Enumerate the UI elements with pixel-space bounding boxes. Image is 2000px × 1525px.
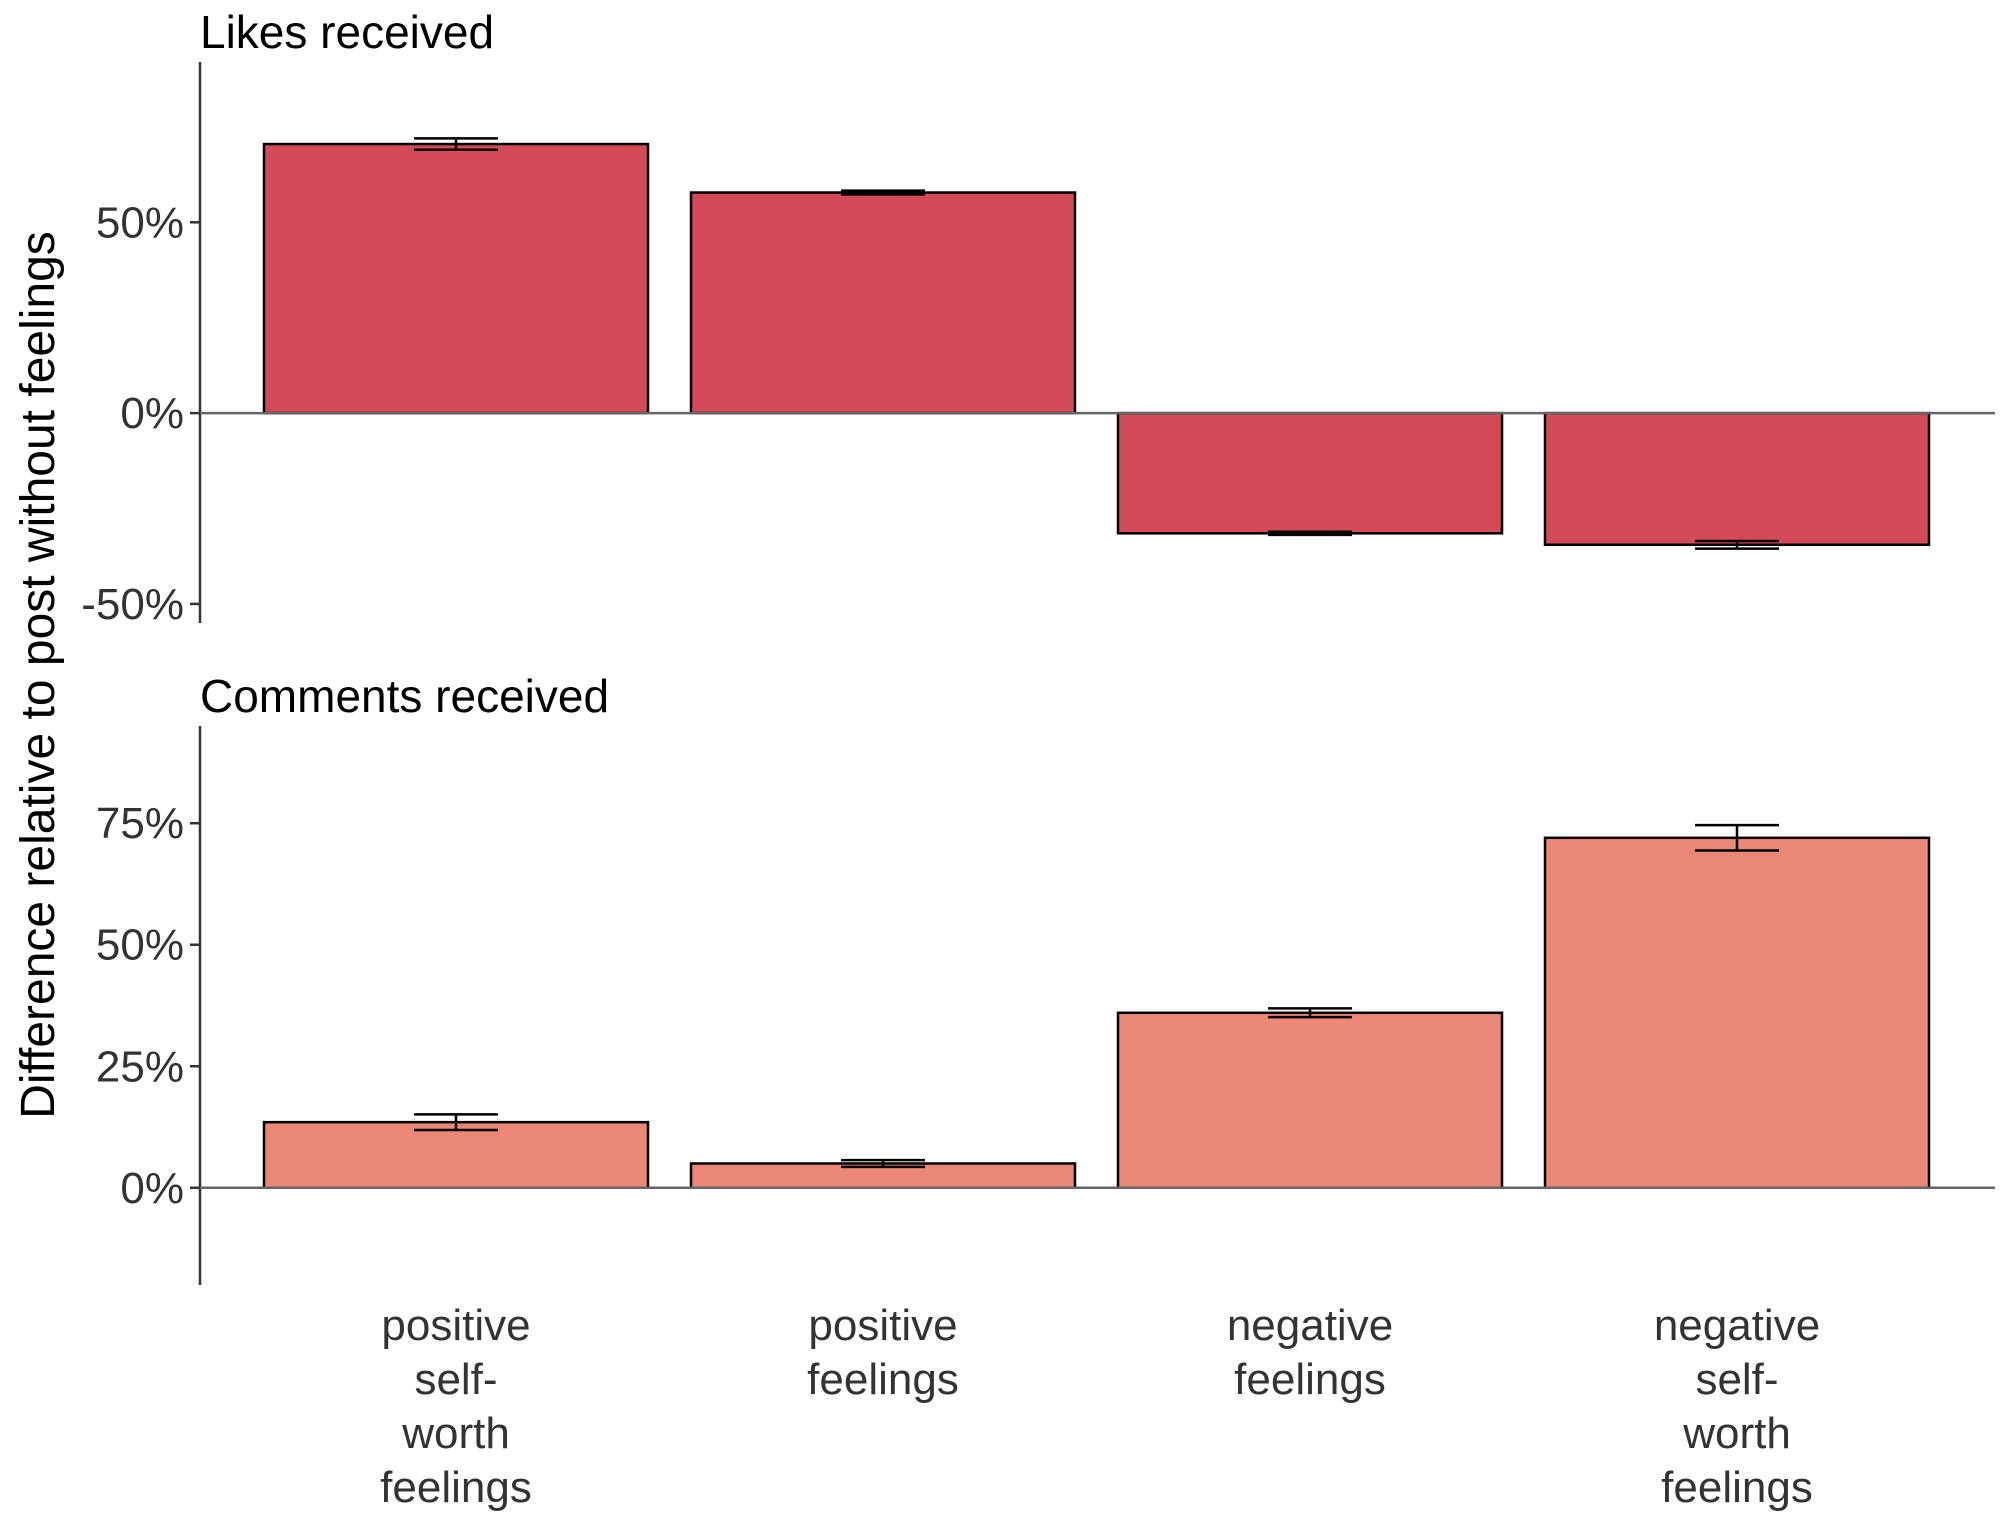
error-bar (841, 1158, 925, 1169)
x-tick-label-line: positive (808, 1301, 957, 1350)
y-tick-label: 0% (120, 389, 184, 438)
error-bar (1268, 530, 1352, 537)
bar (689, 191, 1077, 415)
x-tick-label-line: negative (1227, 1301, 1393, 1350)
y-tick-label: 75% (96, 799, 184, 848)
bar (262, 1120, 650, 1190)
error-bar (414, 137, 498, 152)
x-tick-label-line: feelings (1234, 1355, 1386, 1404)
panel-likes: Likes received -50% 0% 50% (81, 6, 1995, 629)
x-axis-labels: positive self-worth feelings positive feelin… (380, 1301, 1820, 1512)
x-tick-label-line: self- (414, 1355, 497, 1404)
x-tick-label: positive feelings (807, 1301, 959, 1404)
x-tick-label: positive self-worth feelings (380, 1301, 532, 1512)
panel-title: Comments received (200, 670, 609, 722)
bar (1543, 411, 1931, 547)
error-bar (841, 189, 925, 196)
x-tick-label-line: worth (1682, 1409, 1791, 1458)
y-axis-title: Difference relative to post without feel… (12, 231, 65, 1119)
y-tick-label: 50% (96, 198, 184, 247)
x-tick-label-line: positive (381, 1301, 530, 1350)
x-tick-label-line: feelings (807, 1355, 959, 1404)
panel-comments: Comments received 0% 25% 50% 75% (96, 670, 1995, 1285)
bar (262, 142, 650, 415)
error-bar (1695, 823, 1779, 852)
error-bar (1268, 1007, 1352, 1019)
error-bar (414, 1113, 498, 1132)
panel-title: Likes received (200, 6, 494, 58)
y-tick-label: 25% (96, 1042, 184, 1091)
x-tick-label: negative feelings (1227, 1301, 1393, 1404)
x-tick-label-line: feelings (1661, 1463, 1813, 1512)
x-tick-label-line: negative (1654, 1301, 1820, 1350)
error-bar (1695, 539, 1779, 550)
bar (1116, 411, 1504, 535)
x-tick-label-line: feelings (380, 1463, 532, 1512)
x-tick-label-line: worth (401, 1409, 510, 1458)
bar (1543, 836, 1931, 1190)
x-tick-label-line: self- (1695, 1355, 1778, 1404)
bar (1116, 1011, 1504, 1190)
y-tick-label: -50% (81, 580, 184, 629)
y-tick-label: 0% (120, 1164, 184, 1213)
y-tick-label: 50% (96, 921, 184, 970)
x-tick-label: negative self-worth feelings (1654, 1301, 1820, 1512)
